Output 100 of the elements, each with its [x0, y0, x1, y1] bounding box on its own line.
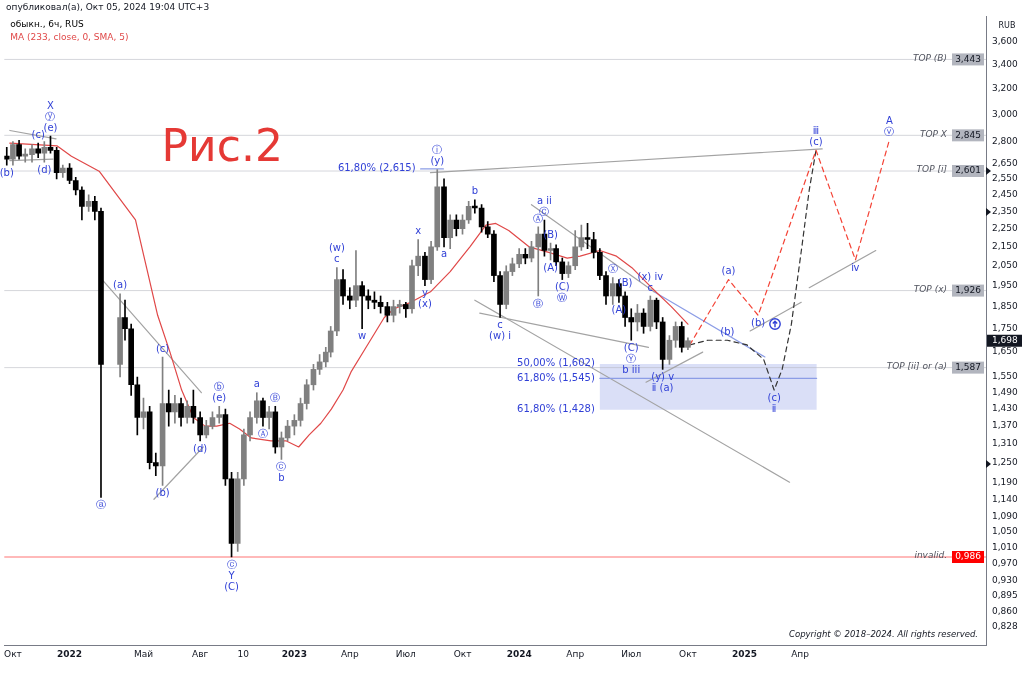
y-axis-title: RUB — [998, 21, 1016, 31]
y-tick-label: 1,698 — [992, 335, 1019, 346]
annotation: (c) — [155, 342, 170, 354]
annotation: 0,986 — [955, 551, 982, 562]
annotation: w — [358, 330, 367, 342]
annotation: c — [647, 281, 654, 293]
y-tick-label: 2,350 — [992, 205, 1019, 216]
y-tick-label: 1,950 — [992, 280, 1019, 290]
annotation: Ⓧ — [607, 263, 618, 275]
ref-line-label: TOP X — [919, 128, 948, 139]
annotation: ⓨ — [45, 110, 56, 122]
annotation: ⅲ — [812, 124, 820, 136]
line-series — [689, 139, 890, 346]
annotation: (C) — [623, 341, 639, 353]
x-tick-label: Апр — [791, 648, 810, 659]
annotation: (a) — [113, 279, 128, 291]
y-tick-label: 1,090 — [992, 511, 1019, 522]
annotation: x — [415, 225, 422, 237]
annotation: ⓒ — [276, 461, 287, 473]
annotation: (b) — [720, 325, 735, 337]
candlestick — [359, 281, 365, 330]
annotation: Copyright © 2018–2024. All rights reserved. — [789, 629, 978, 640]
annotation: ⓑ — [214, 380, 225, 392]
y-tick-label: 1,650 — [992, 346, 1019, 357]
annotation: (e) — [212, 391, 227, 403]
annotation: (c) — [31, 128, 45, 140]
annotation: 1,587 — [955, 361, 981, 372]
annotation: 2,601 — [955, 165, 981, 176]
x-tick-label: Май — [133, 648, 154, 659]
x-tick-label: 2025 — [732, 648, 758, 659]
y-tick-label: 2,800 — [992, 136, 1019, 147]
ref-line-label: TOP [ii] or (a) — [886, 360, 947, 371]
annotation: b — [278, 472, 285, 484]
ref-line-label: TOP (x) — [913, 283, 947, 294]
y-tick-label: 1,370 — [992, 420, 1019, 431]
y-tick-label: 1,250 — [992, 456, 1019, 467]
annotation: 61,80% (2,615) — [337, 162, 416, 174]
annotation: (b) — [155, 487, 170, 499]
x-tick-label: Апр — [340, 648, 359, 659]
y-tick-label: 1,010 — [992, 541, 1019, 552]
y-tick-label: 0,860 — [992, 605, 1019, 616]
y-tick-label: 2,250 — [992, 223, 1019, 234]
annotation: (y) — [430, 155, 445, 167]
y-tick-label: 0,930 — [992, 574, 1019, 585]
annotation: a — [253, 378, 260, 390]
annotation: (c) — [767, 391, 781, 403]
annotation: b iii — [622, 363, 641, 375]
candlestick — [522, 248, 529, 265]
annotation: ⓒ — [226, 558, 237, 570]
y-tick-label: 1,310 — [992, 438, 1019, 449]
line-series — [689, 149, 817, 391]
y-tick-label: 0,970 — [992, 557, 1019, 568]
annotation: c — [497, 319, 503, 331]
annotation: (b) — [751, 316, 766, 328]
annotation: ⅳ — [851, 261, 860, 273]
x-tick-label: 2022 — [57, 648, 83, 659]
annotation: (C) — [554, 281, 570, 293]
y-tick-label: 3,600 — [992, 36, 1019, 47]
annotation: (w) — [328, 242, 345, 254]
y-tick-label: 2,550 — [992, 173, 1019, 184]
chart-subtitle: опубликовал(а), Окт 05, 2024 19:04 UTC+3 — [6, 2, 210, 13]
y-tick-label: 1,140 — [992, 493, 1019, 504]
annotation: (d) — [193, 442, 208, 454]
annotation: ⓘ — [432, 144, 443, 156]
y-tick-label: 2,150 — [992, 241, 1019, 252]
y-tick-label: 3,000 — [992, 108, 1019, 119]
annotation: Ⓐ — [257, 427, 268, 439]
annotation: (x) — [418, 298, 432, 310]
x-tick-label: Авг — [192, 648, 209, 659]
x-tick-label: 2023 — [281, 648, 307, 659]
annotation: X — [47, 99, 55, 111]
annotation: ⓥ — [884, 125, 895, 137]
y-tick-label: 2,450 — [992, 189, 1019, 200]
annotation: 50,00% (1,602) — [517, 357, 595, 369]
y-tick-label: 3,200 — [992, 82, 1019, 93]
x-tick-label: 10 — [237, 648, 250, 659]
annotation: 61,80% (1,545) — [517, 371, 595, 383]
annotation: ⅱ — [771, 402, 777, 414]
x-tick-label: Июл — [621, 648, 642, 659]
text: Рис.2 — [161, 119, 283, 171]
annotation: a ii — [536, 194, 552, 206]
annotation: c — [334, 253, 340, 265]
x-tick-label: Окт — [679, 648, 697, 659]
annotation: Ⓦ — [557, 292, 568, 304]
y-tick-label: 1,850 — [992, 300, 1019, 311]
y-tick-label: 2,050 — [992, 260, 1019, 271]
ref-line-label: TOP [i] — [916, 164, 948, 175]
annotation: Ⓑ — [270, 391, 281, 403]
annotation: (w) i — [489, 330, 512, 342]
annotation: 2,845 — [955, 129, 981, 140]
x-tick-label: Окт — [4, 648, 22, 659]
annotation: 61,80% (1,428) — [517, 403, 595, 415]
annotation: 1,926 — [955, 284, 982, 295]
text: MA (233, close, 0, SMA, 5) — [10, 32, 129, 43]
x-tick-label: Июл — [395, 648, 416, 659]
annotation: Ⓨ — [626, 352, 637, 364]
annotation: b — [471, 185, 478, 197]
y-tick-label: 0,895 — [992, 589, 1018, 600]
annotation: (A) — [543, 261, 558, 273]
annotation: (C) — [224, 580, 240, 592]
